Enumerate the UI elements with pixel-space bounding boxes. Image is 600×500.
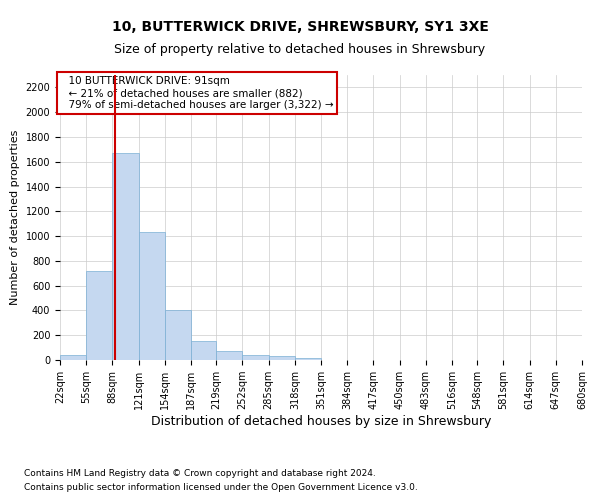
- Text: 10 BUTTERWICK DRIVE: 91sqm
  ← 21% of detached houses are smaller (882)
  79% of: 10 BUTTERWICK DRIVE: 91sqm ← 21% of deta…: [62, 76, 333, 110]
- Bar: [269, 356, 295, 360]
- Bar: [242, 355, 269, 360]
- Bar: [86, 271, 112, 360]
- Bar: [191, 342, 216, 360]
- Bar: [165, 310, 191, 360]
- Text: Size of property relative to detached houses in Shrewsbury: Size of property relative to detached ho…: [115, 42, 485, 56]
- X-axis label: Distribution of detached houses by size in Shrewsbury: Distribution of detached houses by size …: [151, 415, 491, 428]
- Bar: [216, 352, 242, 360]
- Bar: [112, 153, 139, 360]
- Bar: [139, 232, 165, 360]
- Bar: [60, 355, 86, 360]
- Y-axis label: Number of detached properties: Number of detached properties: [10, 130, 20, 305]
- Bar: [295, 358, 321, 360]
- Text: Contains HM Land Registry data © Crown copyright and database right 2024.: Contains HM Land Registry data © Crown c…: [24, 468, 376, 477]
- Text: Contains public sector information licensed under the Open Government Licence v3: Contains public sector information licen…: [24, 484, 418, 492]
- Text: 10, BUTTERWICK DRIVE, SHREWSBURY, SY1 3XE: 10, BUTTERWICK DRIVE, SHREWSBURY, SY1 3X…: [112, 20, 488, 34]
